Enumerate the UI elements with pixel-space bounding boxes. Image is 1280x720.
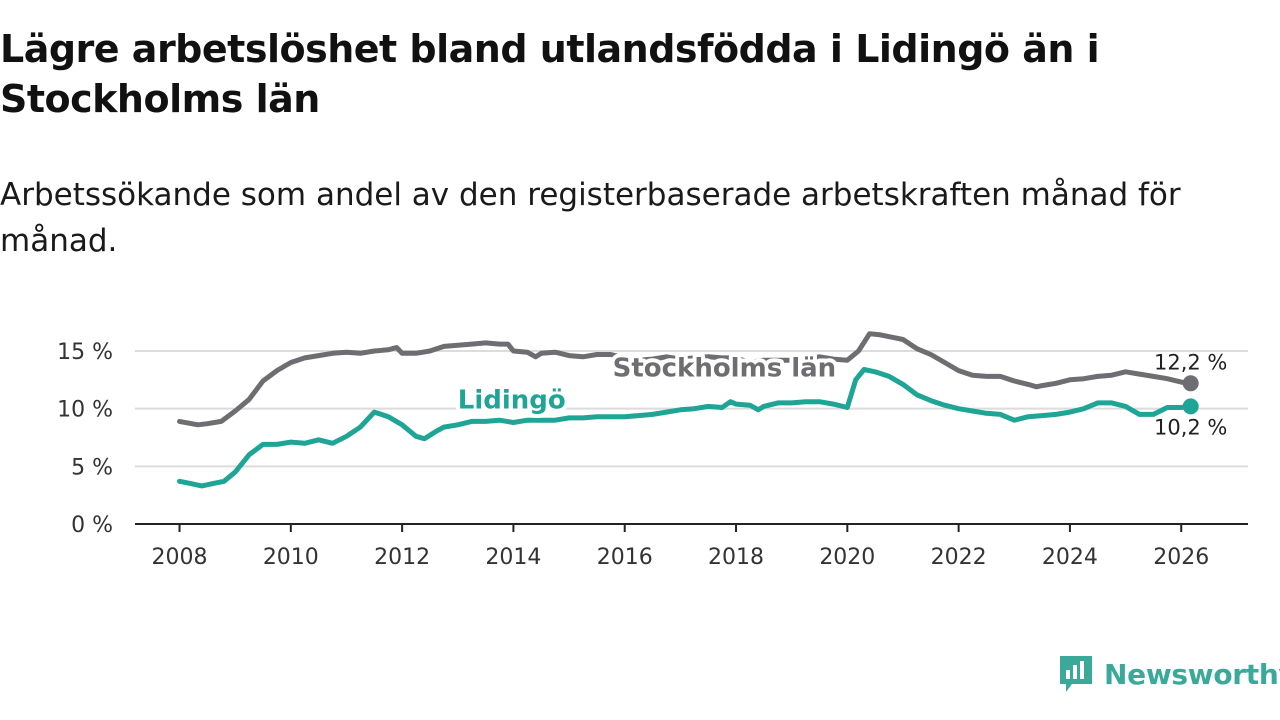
end-value-label: 12,2 % bbox=[1154, 350, 1227, 374]
x-tick-label: 2024 bbox=[1042, 545, 1098, 570]
x-tick-label: 2016 bbox=[597, 545, 653, 570]
x-tick-label: 2026 bbox=[1153, 545, 1209, 570]
x-tick-label: 2010 bbox=[263, 545, 319, 570]
series-line bbox=[177, 331, 1194, 428]
brand-name: Newsworthy bbox=[1104, 657, 1280, 691]
y-axis-ticks: 0 % 5 % 10 % 15 % bbox=[57, 340, 113, 538]
end-marker bbox=[1182, 398, 1199, 415]
y-tick-label: 0 % bbox=[71, 513, 113, 538]
y-tick-label: 5 % bbox=[71, 455, 113, 480]
x-tick-label: 2008 bbox=[152, 545, 208, 570]
y-tick-label: 10 % bbox=[57, 398, 113, 423]
chart-title: Lägre arbetslöshet bland utlandsfödda i … bbox=[0, 27, 1100, 121]
series-labels: 12,2 % 10,2 % Stockholms län Lidingö bbox=[454, 349, 1228, 439]
x-axis: 2008 2010 2012 2014 2016 2018 2020 2022 2024 2026 bbox=[135, 523, 1248, 570]
line-chart: 0 %5 %10 %15 % 2008 2010 2012 2014 2016 2018 2… bbox=[57, 331, 1248, 570]
x-tick-label: 2012 bbox=[374, 545, 430, 570]
brand-logo[interactable]: Newsworthy bbox=[1058, 652, 1280, 696]
chart-subtitle: Arbetssökande som andel av den registerb… bbox=[0, 177, 1181, 259]
series-name-label: Stockholms län bbox=[613, 353, 837, 383]
x-tick-label: 2018 bbox=[708, 545, 764, 570]
y-tick-label: 15 % bbox=[57, 340, 113, 365]
x-tick-label: 2022 bbox=[931, 545, 987, 570]
end-value-label: 10,2 % bbox=[1154, 415, 1227, 439]
x-tick-label: 2020 bbox=[819, 545, 875, 570]
x-tick-label: 2014 bbox=[485, 545, 541, 570]
series-name-label: Lidingö bbox=[458, 386, 566, 416]
newsworthy-logo-icon bbox=[1060, 656, 1092, 692]
series-lines bbox=[177, 331, 1199, 489]
end-marker bbox=[1182, 375, 1199, 392]
series-line bbox=[177, 367, 1194, 489]
